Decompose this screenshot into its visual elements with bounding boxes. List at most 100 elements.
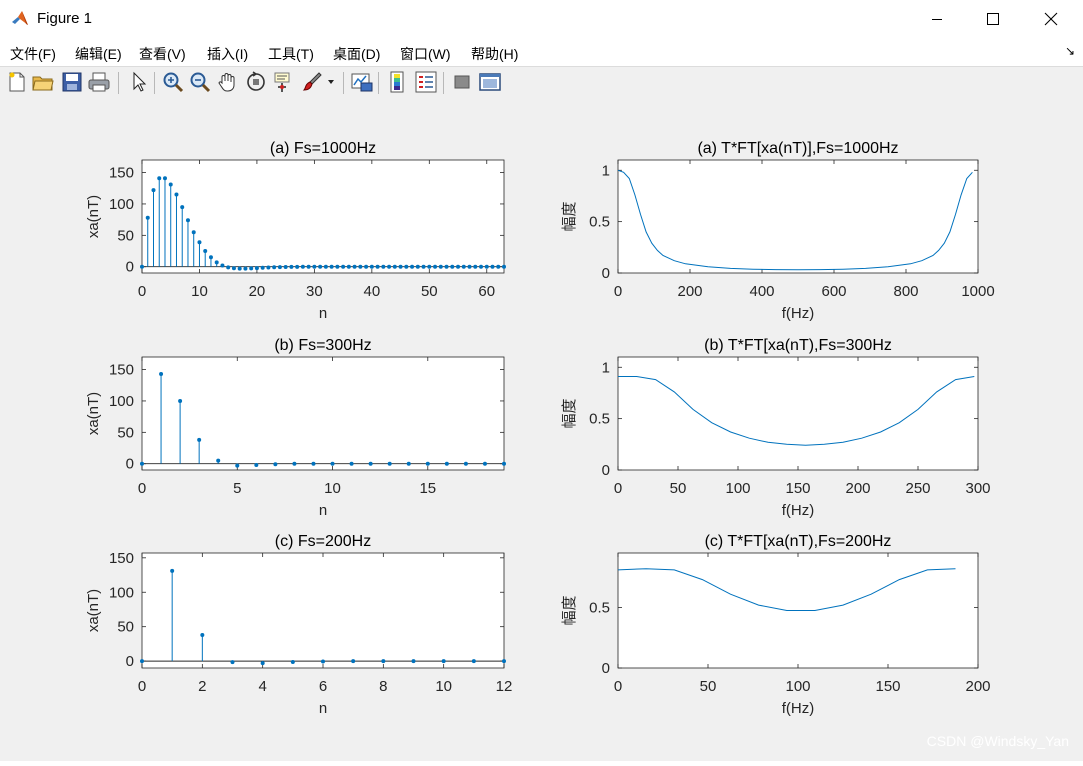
x-tick-label: 300 — [965, 480, 990, 497]
show-plot-tools-icon[interactable] — [478, 70, 502, 94]
stem-marker — [260, 661, 265, 666]
print-icon[interactable] — [87, 70, 111, 94]
stem-marker — [473, 264, 478, 269]
close-button[interactable] — [1028, 0, 1074, 40]
stem-marker — [273, 462, 278, 467]
minimize-button[interactable] — [914, 0, 960, 40]
stem-marker — [157, 176, 162, 181]
menu-help[interactable]: 帮助(H) — [471, 46, 519, 62]
legend-icon[interactable] — [414, 70, 438, 94]
x-tick-label: 30 — [306, 283, 323, 300]
stem-marker — [427, 264, 432, 269]
maximize-button[interactable] — [970, 0, 1016, 40]
x-tick-label: 100 — [725, 480, 750, 497]
stem-marker — [484, 264, 489, 269]
pointer-icon[interactable] — [126, 70, 150, 94]
link-plot-icon[interactable] — [350, 70, 374, 94]
y-tick-label: 0 — [126, 456, 134, 473]
brush-dropdown-icon[interactable] — [327, 79, 335, 85]
stem-marker — [381, 264, 386, 269]
stem-marker — [467, 264, 472, 269]
x-tick-label: 5 — [233, 480, 241, 497]
menu-insert[interactable]: 插入(I) — [207, 46, 249, 62]
zoom-in-icon[interactable] — [161, 70, 185, 94]
axes-2: 0 200 400 600 800 1000 0 0.5 1 (a) T*FT[xa(nT)],F… — [561, 140, 995, 322]
dock-arrow-icon[interactable]: ↘ — [1064, 44, 1075, 58]
y-axis-label: 幅度 — [561, 398, 578, 428]
menu-file[interactable]: 文件(F) — [10, 46, 56, 62]
stem-marker — [168, 182, 173, 187]
menu-tools[interactable]: 工具(T) — [268, 46, 314, 62]
stem-marker — [444, 264, 449, 269]
rotate-3d-icon[interactable] — [244, 70, 268, 94]
menu-view[interactable]: 查看(V) — [139, 46, 186, 62]
stem-marker — [203, 249, 208, 254]
colorbar-icon[interactable] — [386, 70, 410, 94]
figure-canvas: 0 10 20 30 40 50 60 0 50 100 150 (a) Fs=1000Hz n xa(n… — [0, 101, 1083, 761]
menu-desktop[interactable]: 桌面(D) — [333, 46, 381, 62]
stem-marker — [358, 264, 363, 269]
stem-marker — [456, 264, 461, 269]
stem-marker — [349, 461, 354, 466]
stem-marker — [410, 264, 415, 269]
x-tick-label: 200 — [965, 678, 990, 695]
hide-plot-tools-icon[interactable] — [450, 70, 474, 94]
y-tick-label: 0 — [126, 259, 134, 276]
stem-marker — [170, 568, 175, 573]
stem-marker — [502, 264, 506, 269]
close-icon — [1044, 12, 1058, 26]
stem-marker — [392, 264, 397, 269]
menu-edit[interactable]: 编辑(E) — [75, 46, 122, 62]
data-cursor-icon[interactable] — [272, 70, 296, 94]
stem-marker — [425, 461, 430, 466]
y-tick-label: 0 — [602, 660, 610, 677]
x-tick-label: 0 — [614, 283, 622, 300]
x-tick-label: 600 — [821, 283, 846, 300]
axes-title: (b) T*FT[xa(nT),Fs=300Hz — [704, 337, 892, 354]
y-tick-label: 150 — [109, 165, 134, 182]
save-icon[interactable] — [60, 70, 84, 94]
stem-marker — [214, 260, 219, 265]
brush-icon[interactable] — [300, 70, 324, 94]
stem-marker — [502, 659, 506, 664]
axes-4: 0 50 100 150 200 250 300 0 0.5 1 (b) T*FT[xa(nT),F… — [561, 337, 991, 519]
spectrum-line — [618, 376, 975, 446]
stem-marker — [292, 461, 297, 466]
matlab-logo-icon — [12, 11, 28, 25]
zoom-out-icon[interactable] — [188, 70, 212, 94]
y-tick-label: 1 — [602, 162, 610, 179]
new-figure-icon[interactable] — [5, 70, 29, 94]
stem-marker — [208, 255, 213, 260]
stem-marker — [174, 192, 179, 197]
spectrum-line — [617, 568, 956, 611]
maximize-icon — [987, 13, 999, 25]
y-axis-label: 幅度 — [561, 201, 578, 231]
stem-marker — [249, 266, 254, 271]
stem-marker — [289, 264, 294, 269]
stem-marker — [444, 461, 449, 466]
stem-marker — [311, 461, 316, 466]
stem-marker — [178, 398, 183, 403]
stem-marker — [312, 264, 317, 269]
axes-title: (a) T*FT[xa(nT)],Fs=1000Hz — [697, 140, 898, 157]
pan-hand-icon[interactable] — [216, 70, 240, 94]
x-axis-label: f(Hz) — [782, 502, 815, 519]
figure-toolbar — [0, 66, 1083, 102]
toolbar-separator — [443, 72, 444, 94]
axes-title: (b) Fs=300Hz — [274, 337, 371, 354]
title-bar: Figure 1 — [0, 0, 1083, 40]
x-tick-label: 10 — [435, 678, 452, 695]
stem-marker — [375, 264, 380, 269]
stem-marker — [438, 264, 443, 269]
menu-window[interactable]: 窗口(W) — [400, 46, 451, 62]
stem-marker — [254, 266, 259, 271]
open-folder-icon[interactable] — [31, 70, 55, 94]
stem-marker — [306, 264, 311, 269]
toolbar-separator — [378, 72, 379, 94]
axes-background — [141, 552, 505, 669]
y-axis-label: xa(nT) — [85, 589, 102, 632]
y-axis-label: 幅度 — [561, 595, 578, 625]
stem-marker — [404, 264, 409, 269]
x-tick-label: 100 — [785, 678, 810, 695]
x-axis-label: n — [319, 700, 327, 717]
